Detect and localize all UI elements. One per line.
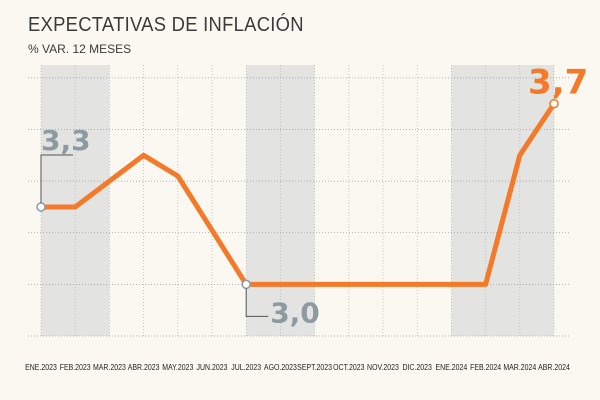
data-label: 3,0 (270, 296, 320, 329)
x-tick-label: AGO.2023 (264, 362, 297, 372)
shaded-band (451, 65, 554, 336)
annotation-leader (245, 288, 269, 317)
x-tick-label: MAR.2023 (93, 362, 126, 372)
x-tick-label: NOV.2023 (367, 362, 399, 372)
data-point-marker (241, 279, 251, 290)
x-tick-label: ABR.2023 (128, 362, 160, 372)
x-tick-label: JUN.2023 (197, 362, 228, 372)
x-tick-label: JUL.2023 (231, 362, 261, 372)
x-tick-label: OCT.2023 (333, 362, 364, 372)
x-tick-label: ABR.2024 (538, 362, 570, 372)
data-label: 3,3 (41, 124, 91, 157)
x-tick-label: MAY.2023 (162, 362, 193, 372)
annotation-leader (40, 154, 73, 203)
data-point-marker (549, 98, 559, 109)
data-point-marker (36, 202, 46, 212)
chart-title: EXPECTATIVAS DE INFLACIÓN (28, 14, 304, 36)
x-tick-label: SEPT.2023 (297, 362, 332, 372)
series-line (38, 101, 557, 287)
x-tick-label: MAR.2024 (503, 362, 537, 372)
chart-subtitle: % VAR. 12 MESES (28, 42, 132, 56)
x-tick-label: DIC.2023 (402, 362, 431, 372)
x-tick-label: ENE.2024 (436, 362, 468, 372)
x-tick-label: ENE.2023 (25, 362, 57, 372)
x-tick-label: FEB.2023 (60, 362, 91, 372)
x-tick-label: FEB.2024 (470, 362, 502, 372)
data-label: 3,7 (528, 63, 588, 103)
